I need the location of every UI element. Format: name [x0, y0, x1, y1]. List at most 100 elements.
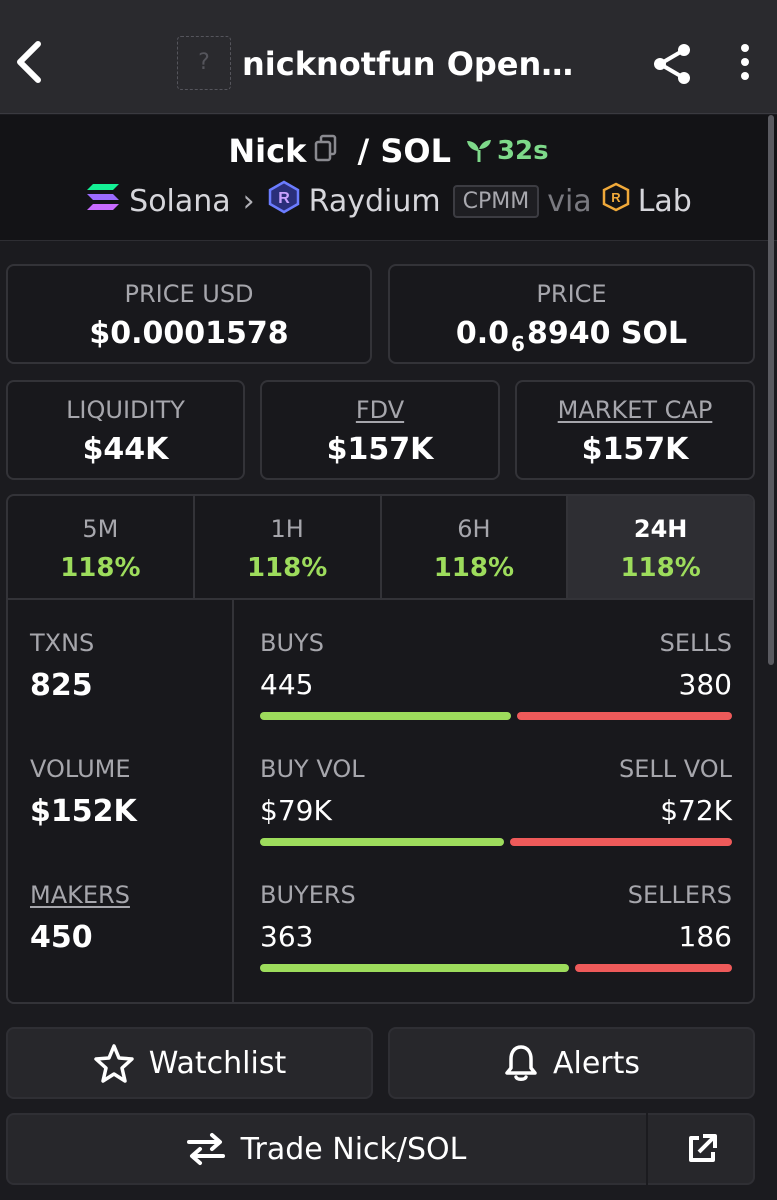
tab-5m[interactable]: 5M 118%: [8, 496, 195, 598]
launchpad-icon: R: [602, 182, 630, 220]
buyers-bar-fill: [260, 964, 569, 972]
watchlist-button[interactable]: Watchlist: [6, 1027, 373, 1099]
buy-vol-bar-fill: [260, 838, 504, 846]
volume-stat: VOLUME $152K: [30, 754, 137, 830]
price-zero-count: 6: [511, 332, 525, 356]
buy-vol-label: BUY VOL: [260, 755, 365, 783]
price-usd-value: $0.0001578: [89, 316, 289, 351]
trade-button[interactable]: Trade Nick/SOL: [6, 1113, 755, 1185]
back-button[interactable]: [12, 40, 48, 84]
price-native-card: PRICE 0.0 68940 SOL: [388, 264, 755, 364]
makers-bar: [260, 964, 732, 972]
dex-name[interactable]: Raydium: [308, 183, 441, 219]
more-vertical-icon: [741, 44, 749, 80]
raydium-icon: R: [267, 180, 301, 222]
price-suffix: 8940 SOL: [526, 316, 688, 351]
liquidity-value: $44K: [82, 432, 169, 467]
txns-value: 825: [30, 668, 93, 703]
buy-sell-volume-row: BUY VOL SELL VOL $79K $72K: [260, 754, 732, 846]
via-label: via: [547, 183, 592, 219]
txns-label: TXNS: [30, 629, 95, 657]
swap-icon: [185, 1132, 227, 1166]
chain-name[interactable]: Solana: [129, 183, 231, 219]
pair-separator: /: [346, 132, 381, 170]
token-logo-placeholder: ?: [177, 36, 231, 90]
watchlist-label: Watchlist: [148, 1045, 287, 1081]
price-native-label: PRICE: [536, 280, 607, 308]
pool-type-badge: CPMM: [452, 184, 540, 218]
buy-bar-fill: [260, 712, 511, 720]
liquidity-card: LIQUIDITY $44K: [6, 380, 245, 480]
share-button[interactable]: [650, 42, 696, 86]
top-bar: ? nicknotfun Open…: [0, 0, 777, 114]
tab-1h[interactable]: 1H 118%: [195, 496, 382, 598]
buys-sells-row: BUYS SELLS 445 380: [260, 628, 732, 720]
tab-label: 5M: [82, 515, 119, 543]
txns-stat: TXNS 825: [30, 628, 94, 704]
pair-age-value: 32s: [496, 136, 549, 166]
volume-bar: [260, 838, 732, 846]
stats-panel: 5M 118% 1H 118% 6H 118% 24H 118% TXNS 82…: [6, 494, 755, 1004]
star-icon: [93, 1043, 135, 1083]
svg-text:R: R: [278, 190, 290, 207]
buyers-sellers-row: BUYERS SELLERS 363 186: [260, 880, 732, 972]
sell-vol-value: $72K: [660, 794, 732, 827]
volume-label: VOLUME: [30, 755, 131, 783]
tab-6h[interactable]: 6H 118%: [382, 496, 569, 598]
copy-icon[interactable]: [314, 132, 338, 170]
sell-bar-fill: [517, 712, 732, 720]
tab-change: 118%: [433, 553, 515, 583]
tab-24h[interactable]: 24H 118%: [568, 496, 753, 598]
sells-value: 380: [678, 668, 732, 701]
solana-icon: [85, 182, 121, 220]
tab-label: 24H: [633, 515, 688, 543]
buyers-label: BUYERS: [260, 881, 356, 909]
market-cap-card[interactable]: MARKET CAP $157K: [515, 380, 755, 480]
price-usd-label: PRICE USD: [124, 280, 254, 308]
liquidity-label: LIQUIDITY: [66, 396, 185, 424]
buyers-value: 363: [260, 920, 314, 953]
chevron-right-icon: ›: [242, 183, 255, 219]
market-cap-value: $157K: [581, 432, 689, 467]
makers-label[interactable]: MAKERS: [30, 881, 130, 909]
share-icon: [654, 44, 690, 84]
seedling-icon: [466, 140, 491, 162]
tab-change: 118%: [60, 553, 141, 583]
sell-vol-bar-fill: [510, 838, 732, 846]
trade-label: Trade Nick/SOL: [240, 1131, 467, 1167]
more-options-button[interactable]: [730, 42, 760, 86]
price-usd-card: PRICE USD $0.0001578: [6, 264, 372, 364]
buys-sells-bar: [260, 712, 732, 720]
alerts-button[interactable]: Alerts: [388, 1027, 755, 1099]
pair-age: 32s: [455, 136, 549, 166]
tab-change: 118%: [246, 553, 328, 583]
sellers-bar-fill: [575, 964, 732, 972]
buy-vol-value: $79K: [260, 794, 332, 827]
volume-value: $152K: [30, 794, 137, 829]
external-link-icon: [688, 1134, 717, 1162]
sell-vol-label: SELL VOL: [618, 755, 732, 783]
launchpad-name[interactable]: Lab: [637, 183, 692, 219]
market-cap-label[interactable]: MARKET CAP: [557, 396, 713, 424]
base-token-symbol: Nick: [228, 132, 307, 170]
makers-stat[interactable]: MAKERS 450: [30, 880, 130, 956]
pair-header: Nick / SOL 32s Solana ›: [0, 115, 777, 241]
quote-token-symbol: SOL: [380, 132, 451, 170]
buys-label: BUYS: [260, 629, 324, 657]
fdv-card[interactable]: FDV $157K: [260, 380, 500, 480]
tab-label: 1H: [270, 515, 304, 543]
tab-change: 118%: [620, 553, 701, 583]
fdv-value: $157K: [326, 432, 434, 467]
makers-value: 450: [30, 920, 93, 955]
open-external-button[interactable]: [646, 1113, 755, 1185]
fdv-label[interactable]: FDV: [355, 396, 405, 424]
price-prefix: 0.0: [455, 316, 510, 351]
price-native-value: 0.0 68940 SOL: [390, 316, 753, 362]
svg-text:R: R: [611, 190, 621, 205]
scrollbar[interactable]: [768, 115, 774, 665]
sells-label: SELLS: [659, 629, 732, 657]
chevron-left-icon: [17, 41, 41, 83]
totals-column: TXNS 825 VOLUME $152K MAKERS 450: [8, 600, 234, 1002]
dex-line: Solana › R Raydium CPMM via R Lab: [0, 177, 777, 225]
bell-icon: [503, 1043, 539, 1083]
